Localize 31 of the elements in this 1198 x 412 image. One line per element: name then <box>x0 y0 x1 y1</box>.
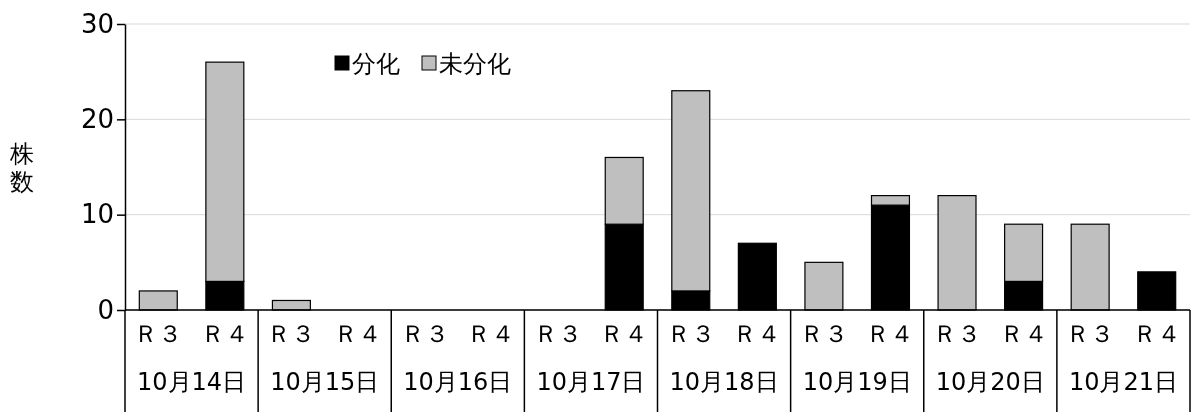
x-tick-label: Ｒ４ <box>1132 320 1181 348</box>
x-tick-label: Ｒ３ <box>1066 320 1115 348</box>
text: 10月19日 <box>802 368 912 396</box>
y-tick-label: 0 <box>97 294 114 325</box>
x-tick-label: Ｒ３ <box>666 320 715 348</box>
x-tick-label: Ｒ３ <box>267 320 316 348</box>
x-tick-label: Ｒ４ <box>999 320 1048 348</box>
text: 10月18日 <box>669 368 779 396</box>
y-tick-label: 20 <box>80 104 114 135</box>
text: 10月16日 <box>403 368 513 396</box>
text: 10月15日 <box>270 368 380 396</box>
x-tick-label: Ｒ４ <box>866 320 915 348</box>
text: 10月17日 <box>536 368 646 396</box>
x-tick-label: Ｒ３ <box>134 320 183 348</box>
y-tick-label: 30 <box>80 8 114 39</box>
y-axis-title: 株数 <box>9 140 34 196</box>
x-tick-label: Ｒ３ <box>933 320 982 348</box>
text: 10月21日 <box>1068 368 1178 396</box>
x-tick-label: Ｒ３ <box>400 320 449 348</box>
legend-label: 分化 <box>352 50 400 78</box>
y-tick-label: 10 <box>80 199 114 230</box>
text: 10月20日 <box>935 368 1045 396</box>
x-tick-label: Ｒ４ <box>200 320 249 348</box>
legend-label: 未分化 <box>439 50 511 78</box>
x-tick-label: Ｒ４ <box>467 320 516 348</box>
x-tick-label: Ｒ４ <box>733 320 782 348</box>
x-tick-label: Ｒ４ <box>600 320 649 348</box>
x-tick-label: Ｒ３ <box>533 320 582 348</box>
x-tick-label: Ｒ４ <box>333 320 382 348</box>
x-tick-label: Ｒ３ <box>799 320 848 348</box>
text: 10月14日 <box>137 368 247 396</box>
